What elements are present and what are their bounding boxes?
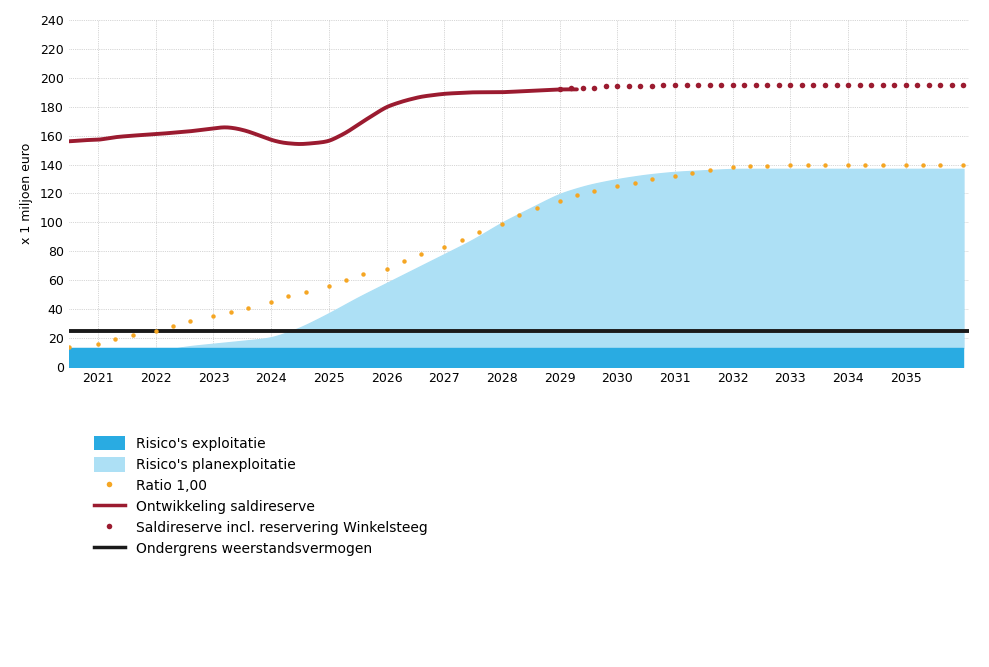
- Y-axis label: x 1 miljoen euro: x 1 miljoen euro: [20, 143, 33, 244]
- Legend: Risico's exploitatie, Risico's planexploitatie, Ratio 1,00, Ontwikkeling saldire: Risico's exploitatie, Risico's planexplo…: [94, 436, 427, 556]
